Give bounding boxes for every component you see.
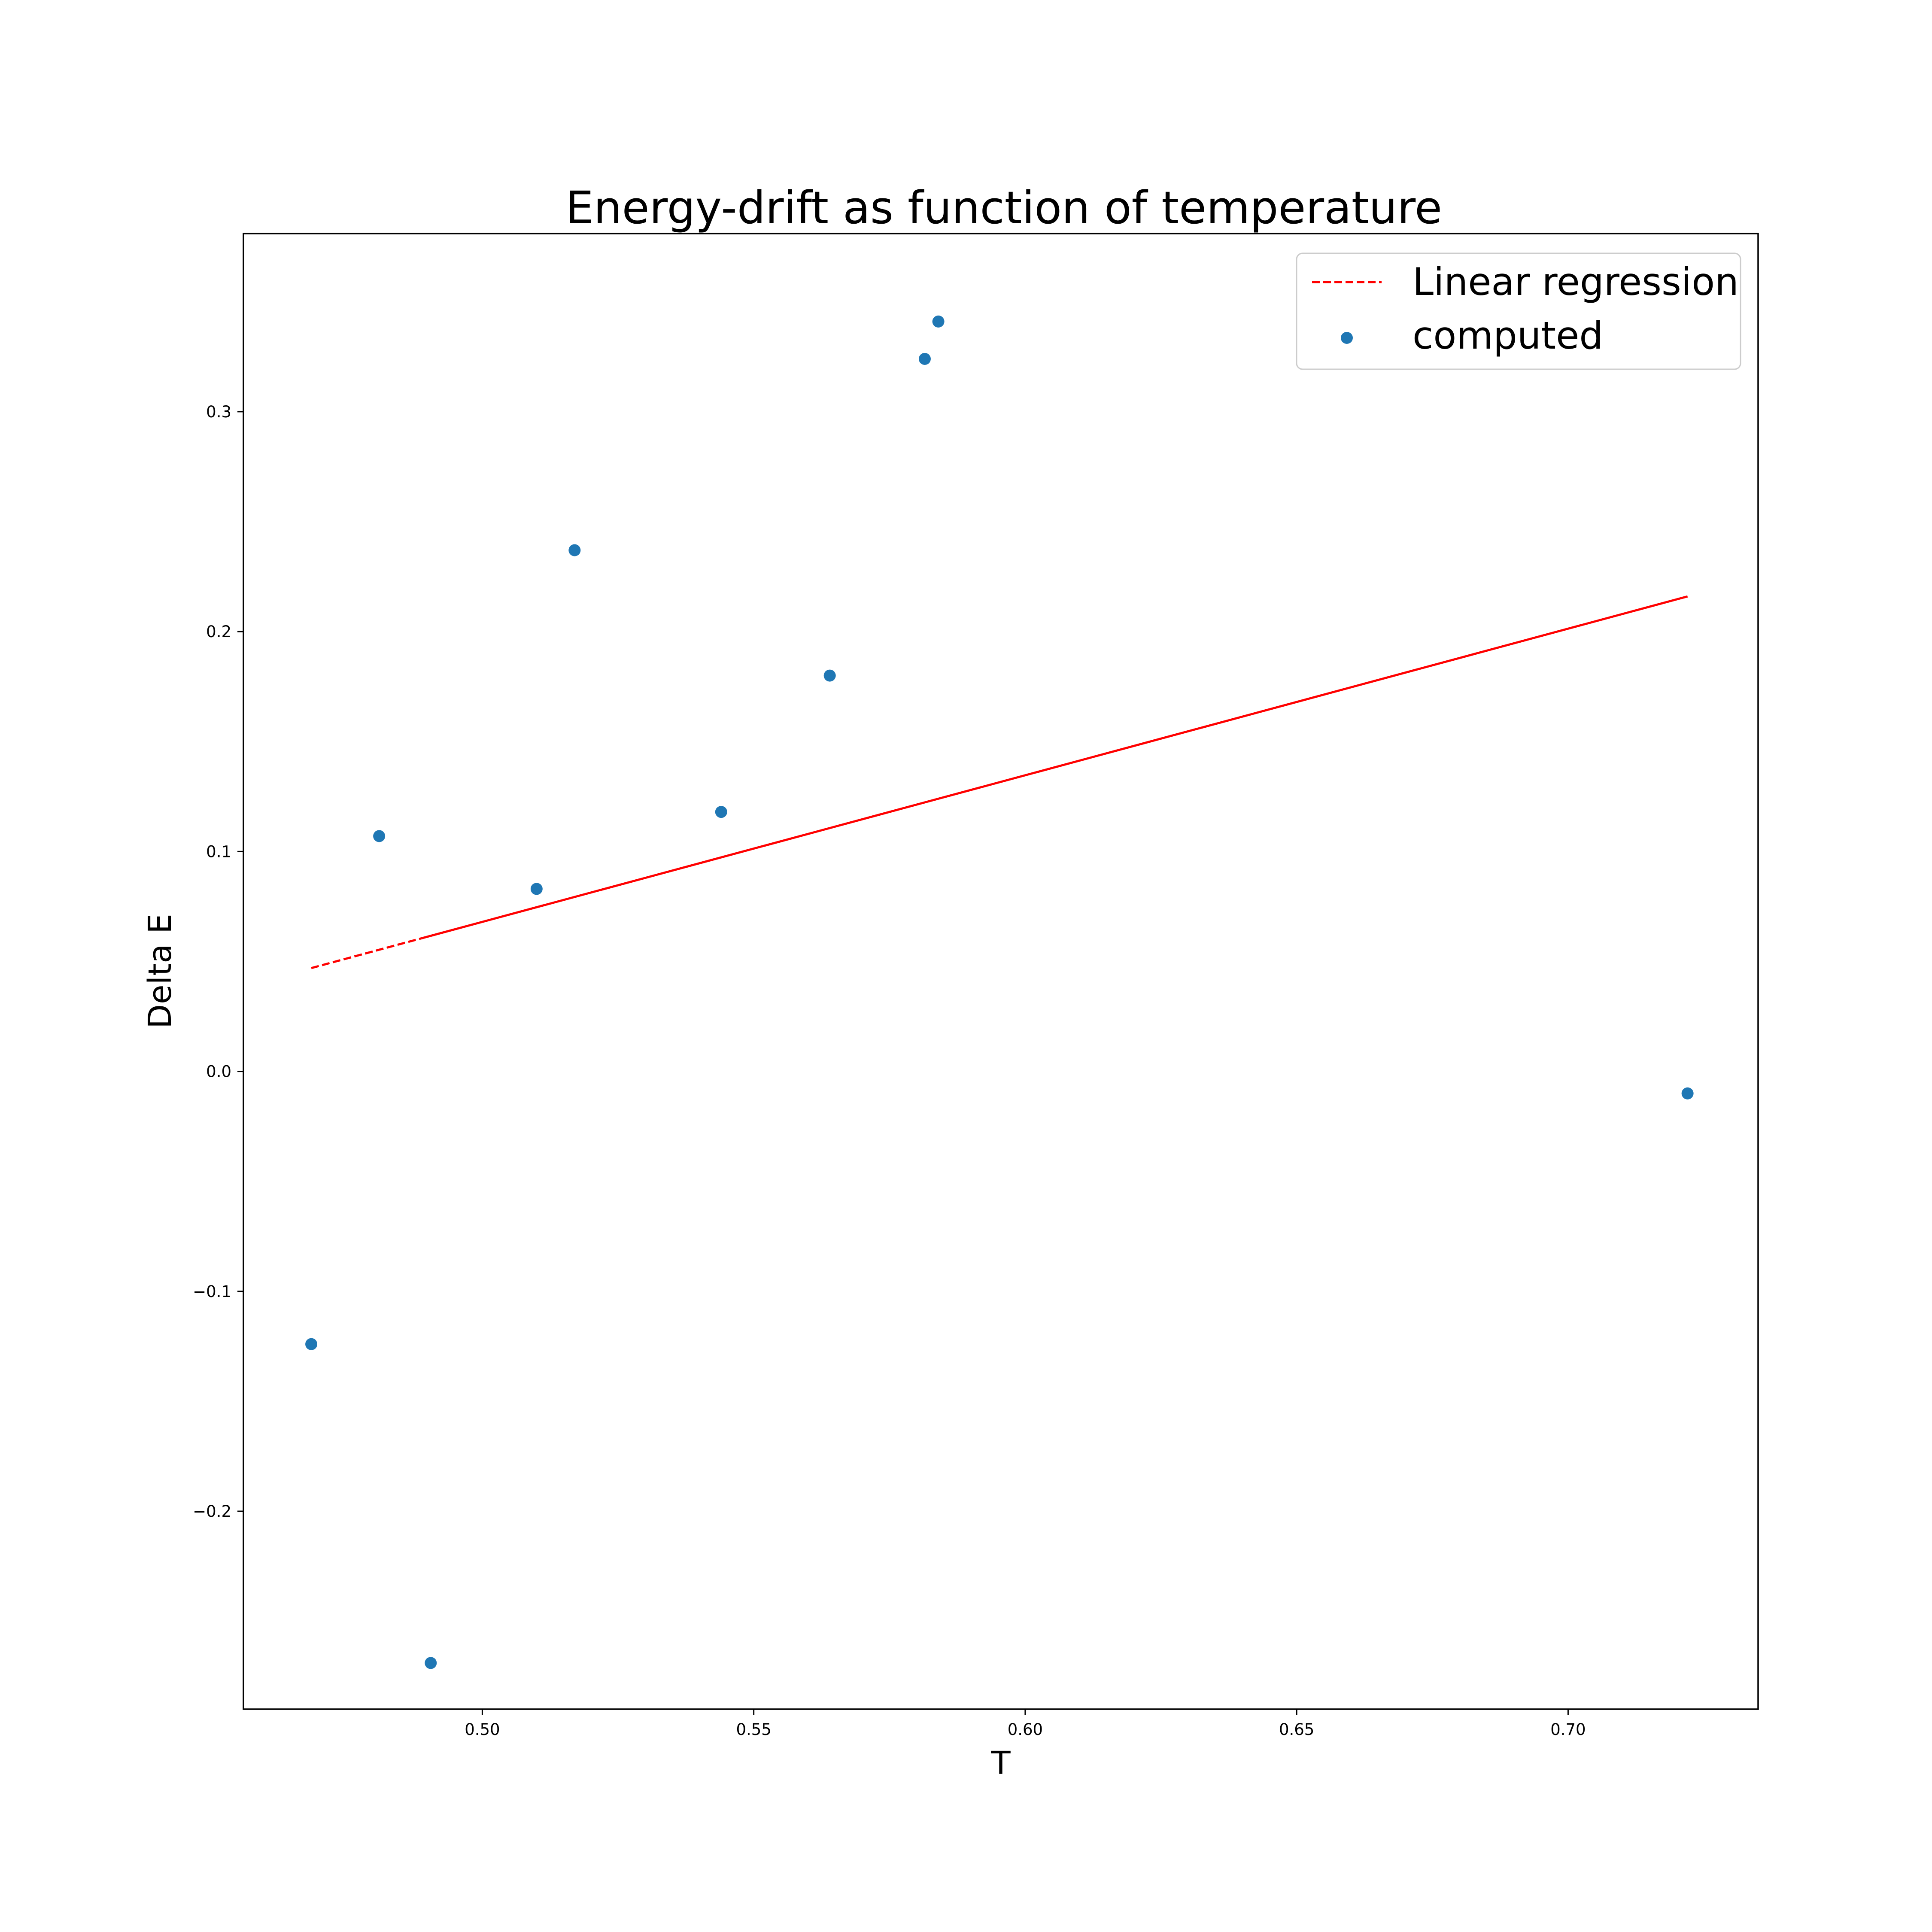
plot-area xyxy=(243,233,1759,1710)
data-point xyxy=(1681,1087,1694,1100)
data-point xyxy=(823,669,836,682)
y-tick-label: 0.3 xyxy=(206,403,231,421)
legend-computed-label: computed xyxy=(1413,313,1603,358)
data-point xyxy=(530,883,543,895)
legend-regression-label: Linear regression xyxy=(1413,260,1739,304)
legend-box xyxy=(1296,252,1741,370)
x-axis-label: T xyxy=(990,1745,1011,1782)
legend: Linear regression computed xyxy=(1296,252,1741,370)
data-point xyxy=(932,315,945,328)
x-tick-label: 0.65 xyxy=(1279,1720,1314,1739)
regression-line xyxy=(421,595,1688,939)
regression-line-dashed xyxy=(311,937,422,969)
data-point xyxy=(305,1338,318,1350)
y-tick-label: 0.2 xyxy=(206,623,231,641)
y-tick-label: −0.2 xyxy=(193,1502,231,1521)
data-point xyxy=(373,830,386,842)
x-tick-label: 0.60 xyxy=(1008,1720,1043,1739)
data-point xyxy=(568,544,581,556)
data-point xyxy=(425,1657,437,1669)
axes-frame xyxy=(243,233,1759,1710)
x-axis-ticks: 0.50 0.55 0.60 0.65 0.70 xyxy=(465,1709,1586,1739)
x-tick-label: 0.55 xyxy=(736,1720,771,1739)
x-tick-label: 0.50 xyxy=(465,1720,500,1739)
series-layer xyxy=(305,315,1694,1669)
y-tick-label: −0.1 xyxy=(193,1282,231,1301)
x-tick-label: 0.70 xyxy=(1550,1720,1586,1739)
data-point xyxy=(715,806,727,818)
y-tick-label: 0.0 xyxy=(206,1063,231,1081)
chart-title: Energy-drift as function of temperature xyxy=(565,182,1442,234)
data-point xyxy=(918,352,931,365)
legend-computed-swatch xyxy=(1341,332,1353,344)
y-axis-ticks: −0.2 −0.1 0.0 0.1 0.2 0.3 xyxy=(193,403,243,1521)
y-axis-label: Delta E xyxy=(142,914,179,1029)
y-tick-label: 0.1 xyxy=(206,842,231,861)
